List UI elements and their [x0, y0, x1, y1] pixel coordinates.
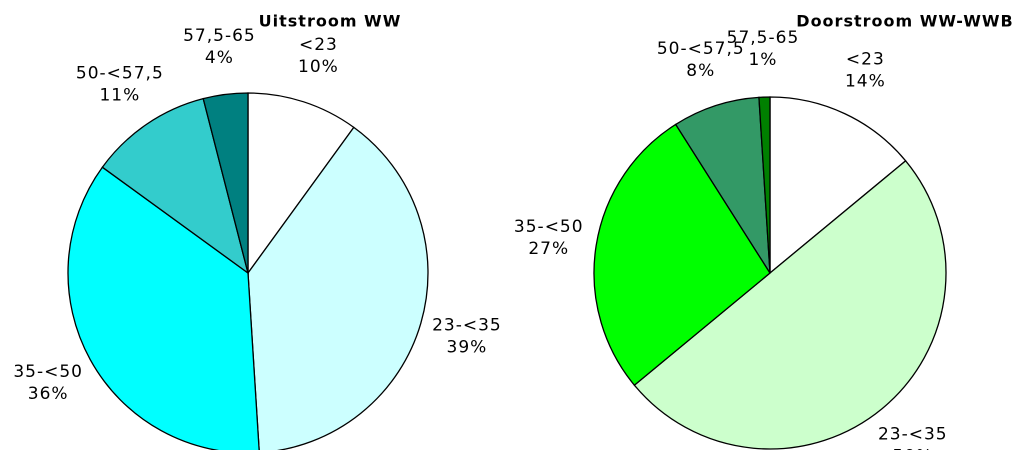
- slice-category: 23-<35: [878, 425, 948, 445]
- slice-category: 57,5-65: [727, 28, 800, 48]
- slice-value-label: 4%: [205, 48, 234, 68]
- pie-slice: [769, 96, 907, 275]
- pie-slice: [633, 159, 947, 450]
- pie-slice: [593, 123, 771, 387]
- slice-category: 50-<57,5: [76, 63, 164, 83]
- pie-slice: [247, 92, 355, 276]
- slice-value-label: 36%: [28, 384, 69, 404]
- slice-value-label: 8%: [686, 61, 715, 81]
- pie-slice: [202, 92, 249, 274]
- slice-category: <23: [299, 35, 338, 55]
- pie-slice: [247, 126, 429, 450]
- slice-category: <23: [846, 49, 885, 69]
- slice-value-label: 10%: [298, 57, 339, 77]
- slice-value-label: 1%: [748, 50, 777, 70]
- chart-title: Uitstroom WW: [259, 12, 402, 31]
- slice-category: 50-<57,5: [657, 39, 745, 59]
- pie-slice: [67, 166, 260, 450]
- pie-slice: [674, 96, 771, 274]
- slice-category: 35-<50: [13, 362, 83, 382]
- pie-slice: [758, 96, 771, 274]
- slice-value-label: 39%: [447, 338, 488, 358]
- slice-category: 35-<50: [514, 217, 584, 237]
- slice-category: 57,5-65: [183, 26, 256, 46]
- slice-value-label: 50%: [892, 447, 933, 450]
- slice-category: 23-<35: [432, 316, 502, 336]
- chart-title: Doorstroom WW-WWB: [796, 12, 1013, 31]
- slice-value-label: 11%: [99, 85, 140, 105]
- slice-value-label: 27%: [528, 239, 569, 259]
- slice-value-label: 14%: [845, 71, 886, 91]
- pie-slice: [101, 97, 250, 275]
